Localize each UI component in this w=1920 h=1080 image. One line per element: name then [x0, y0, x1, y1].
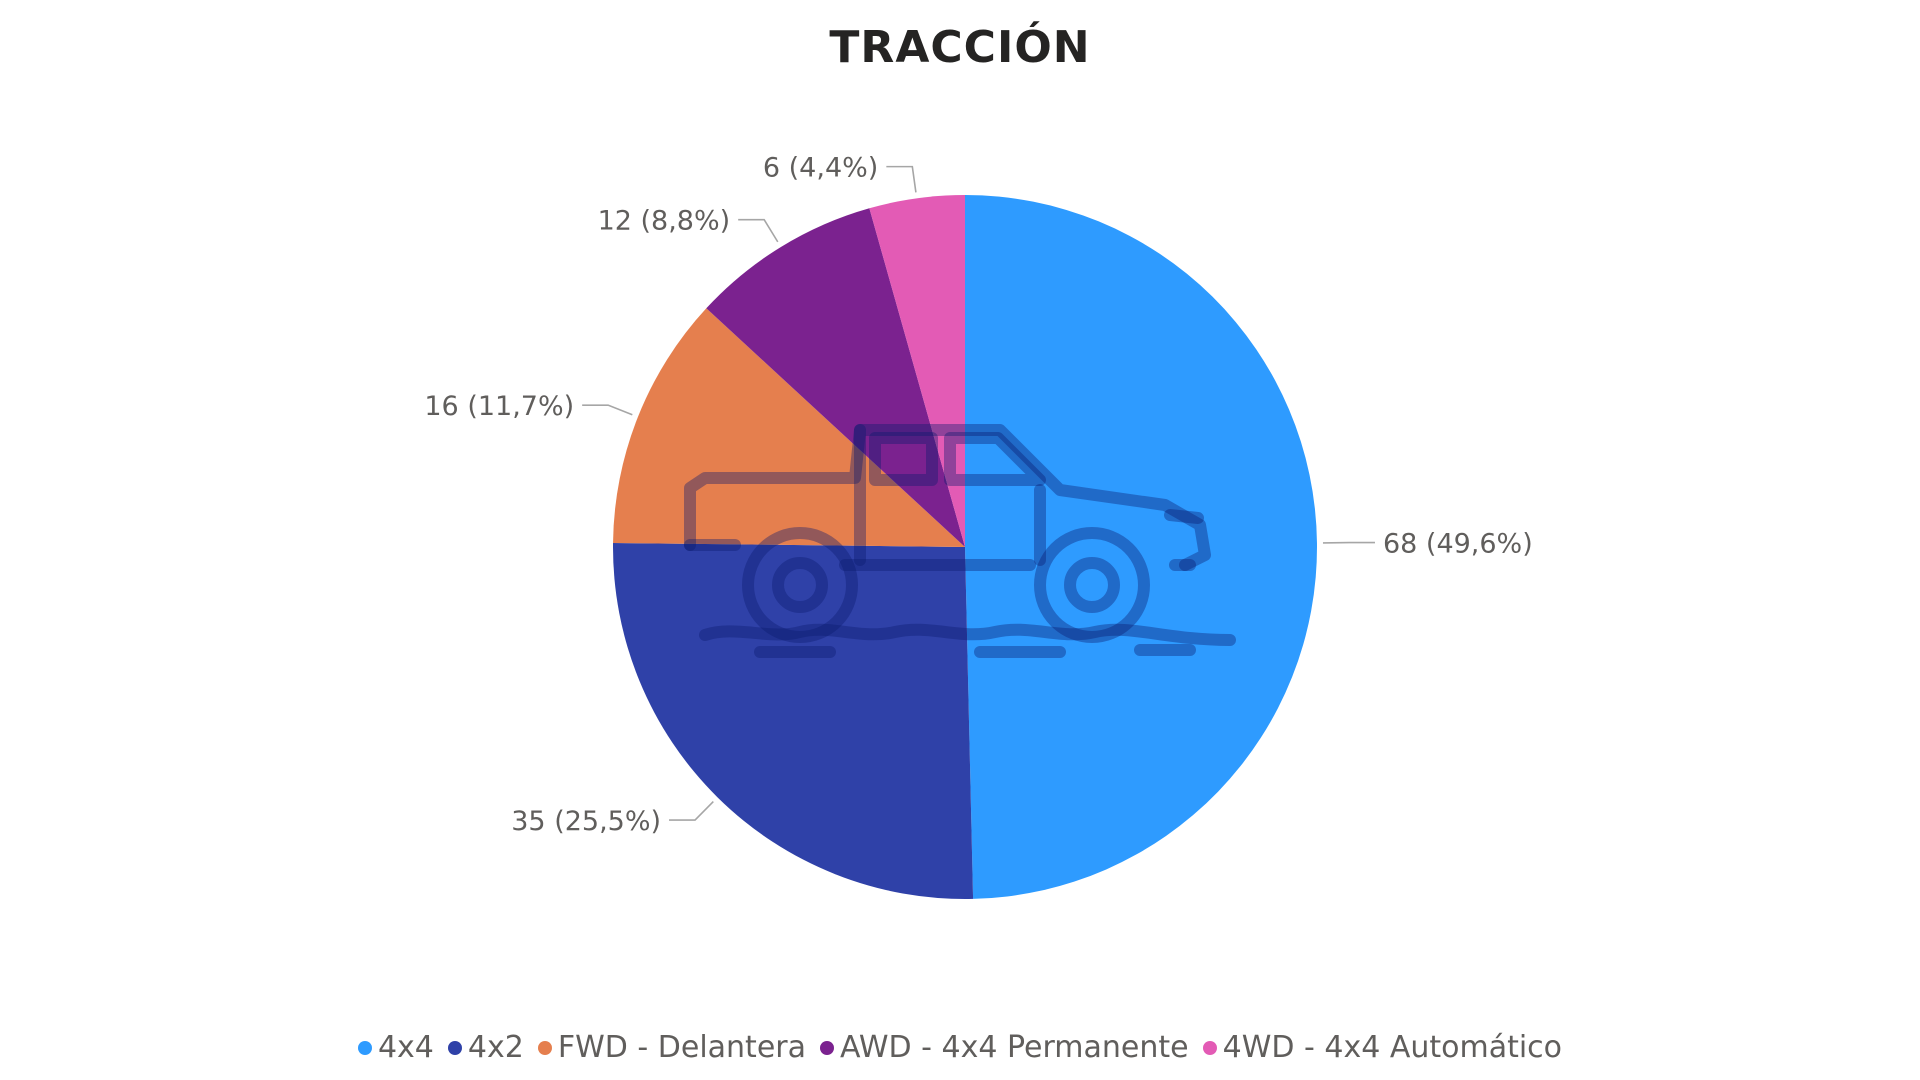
- data-label-fwd-delantera: 16 (11,7%): [424, 391, 574, 422]
- legend-item-awd-4x4-permanente[interactable]: AWD - 4x4 Permanente: [820, 1030, 1189, 1065]
- legend-item-4wd-4x4-automatico[interactable]: 4WD - 4x4 Automático: [1202, 1030, 1563, 1065]
- legend-dot-icon: [447, 1040, 462, 1055]
- chart-title: TRACCIÓN: [829, 22, 1091, 73]
- data-label-4x2: 35 (25,5%): [511, 806, 661, 837]
- legend-label: 4x4: [377, 1030, 434, 1065]
- legend-item-4x2[interactable]: 4x2: [447, 1030, 524, 1065]
- leader-line-fwd-delantera: [582, 404, 633, 416]
- legend-dot-icon: [1202, 1040, 1217, 1055]
- pickup-truck-icon: [684, 424, 1236, 658]
- leader-line-awd-4x4-permanente: [738, 218, 779, 243]
- leader-line-4x2: [669, 801, 714, 821]
- pie-slice-4wd-4x4-automatico[interactable]: [869, 195, 965, 547]
- data-label-4wd-4x4-automatico: 6 (4,4%): [763, 153, 878, 184]
- legend-label: 4WD - 4x4 Automático: [1222, 1030, 1563, 1065]
- pie-slice-fwd-delantera[interactable]: [613, 308, 965, 547]
- pie-slice-4x2[interactable]: [612, 542, 974, 900]
- leader-line-4wd-4x4-automatico: [886, 165, 917, 193]
- legend-dot-icon: [820, 1040, 834, 1055]
- legend: 4x4 4x2 FWD - Delantera AWD - 4x4 Permanent…: [0, 1030, 1920, 1065]
- pie-slice-4x4[interactable]: [965, 195, 1318, 899]
- legend-item-4x4[interactable]: 4x4: [357, 1030, 434, 1065]
- legend-dot-icon: [537, 1040, 552, 1055]
- data-label-4x4: 68 (49,6%): [1383, 529, 1533, 560]
- pie-slice-awd-4x4-permanente[interactable]: [706, 208, 965, 547]
- legend-dot-icon: [357, 1040, 372, 1055]
- legend-label: FWD - Delantera: [557, 1030, 806, 1065]
- legend-item-fwd-delantera[interactable]: FWD - Delantera: [537, 1030, 806, 1065]
- legend-label: AWD - 4x4 Permanente: [840, 1030, 1189, 1065]
- legend-label: 4x2: [467, 1030, 524, 1065]
- data-label-awd-4x4-permanente: 12 (8,8%): [598, 206, 731, 237]
